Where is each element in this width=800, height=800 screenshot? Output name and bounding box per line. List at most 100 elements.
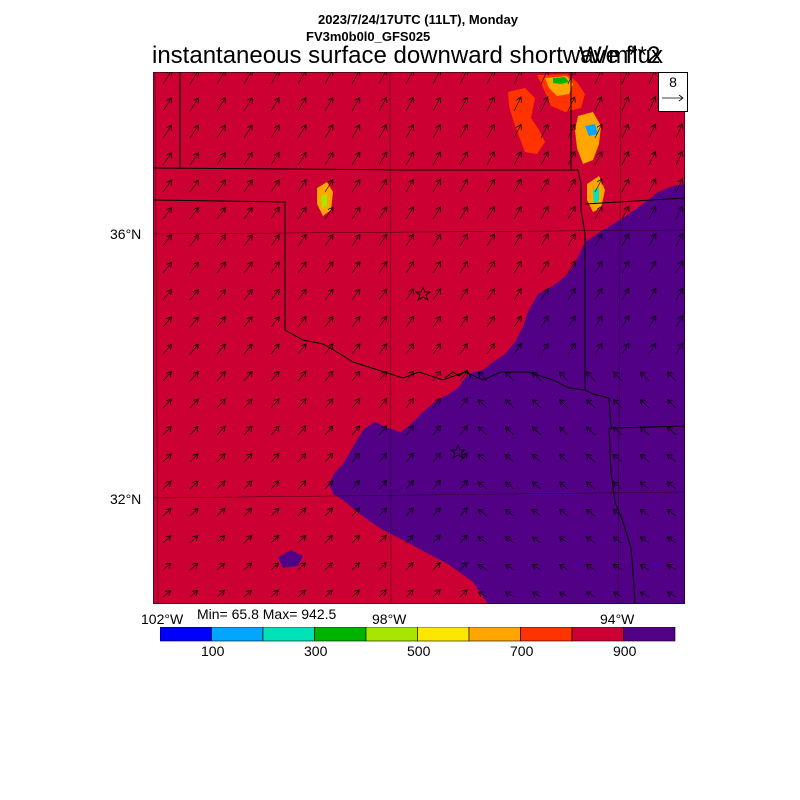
wind-arrow — [667, 564, 677, 571]
wind-arrow — [324, 317, 333, 328]
wind-arrow — [594, 206, 602, 220]
wind-arrow — [405, 371, 414, 382]
wind-arrow — [459, 535, 467, 544]
wind-arrow — [486, 152, 494, 166]
wind-arrow — [297, 453, 306, 463]
wind-arrow — [378, 262, 387, 274]
wind-arrow — [243, 372, 252, 382]
cloud-patch-5-core — [321, 194, 327, 208]
model-name: FV3m0b0l0_GFS025 — [306, 29, 431, 44]
wind-arrow — [621, 343, 629, 355]
wind-arrow — [432, 262, 441, 274]
wind-arrow — [270, 399, 279, 409]
wind-arrow — [478, 564, 488, 571]
colorbar-swatch — [571, 627, 624, 642]
wind-arrow — [540, 343, 548, 355]
wind-arrow — [243, 563, 252, 571]
wind-arrow — [162, 125, 172, 139]
wind-arrow — [270, 508, 279, 517]
wind-arrow — [613, 399, 623, 409]
wind-arrow — [640, 537, 650, 544]
colorbar — [160, 627, 676, 642]
cloud-patch-4-core — [593, 188, 599, 204]
wind-arrow — [324, 481, 333, 490]
wind-arrow — [243, 235, 252, 247]
wind-arrow — [243, 344, 252, 355]
wind-arrow — [540, 152, 548, 166]
wind-arrow — [432, 97, 440, 112]
wind-arrow — [243, 399, 252, 409]
wind-arrow — [432, 234, 441, 247]
wind-arrow — [675, 179, 683, 193]
wind-arrow — [594, 97, 602, 112]
wind-arrow — [189, 399, 198, 409]
wind-arrow — [675, 234, 683, 247]
wind-arrow — [189, 235, 199, 247]
wind-vectors — [162, 72, 683, 598]
wind-arrow — [667, 427, 677, 436]
wind-arrow — [216, 426, 225, 436]
wind-arrow — [613, 482, 623, 490]
wind-arrow — [162, 153, 172, 166]
wind-arrow — [351, 453, 360, 463]
wind-arrow — [505, 564, 515, 571]
wind-arrow — [478, 399, 488, 409]
wind-arrow — [432, 371, 441, 382]
wind-arrow — [405, 426, 414, 436]
wind-arrow — [478, 482, 488, 490]
wind-arrow — [405, 344, 414, 355]
wind-arrow — [567, 343, 575, 355]
wind-arrow — [567, 152, 575, 166]
wind-arrow — [586, 564, 596, 571]
wind-arrow — [621, 289, 629, 301]
wind-arrow — [270, 153, 279, 166]
wind-arrow — [532, 537, 542, 544]
cloud-patch-3-core — [585, 124, 598, 136]
wind-arrow — [648, 206, 656, 220]
wind-arrow — [189, 481, 198, 490]
wind-arrow — [243, 125, 252, 139]
colorbar-tick-label: 700 — [510, 643, 534, 659]
wind-arrow — [162, 536, 171, 544]
wind-arrow — [567, 97, 575, 112]
wind-arrow — [559, 592, 569, 598]
wind-arrow — [351, 399, 360, 409]
wind-arrow — [640, 372, 650, 382]
wind-arrow — [216, 481, 225, 490]
wind-arrow — [459, 590, 467, 598]
wind-arrow — [162, 399, 171, 409]
colorbar-tick-label: 300 — [304, 643, 328, 659]
wind-arrow — [324, 235, 333, 247]
wind-arrow — [648, 124, 655, 139]
wind-arrow — [297, 72, 306, 85]
wind-arrow — [486, 316, 494, 328]
wind-arrow — [216, 317, 225, 328]
wind-arrow — [675, 261, 683, 274]
wind-arrow — [405, 590, 413, 598]
wind-arrow — [640, 454, 650, 463]
wind-arrow — [505, 482, 515, 490]
wind-arrow — [486, 344, 494, 355]
wind-arrow — [405, 481, 414, 490]
wind-arrow — [513, 125, 521, 139]
wind-arrow — [351, 317, 360, 328]
wind-arrow — [378, 453, 387, 463]
cloud-patch-2-center — [553, 77, 569, 84]
wind-arrow — [405, 97, 413, 112]
wind-arrow — [432, 563, 440, 571]
wind-arrow — [297, 235, 306, 247]
wind-arrow — [432, 207, 441, 220]
wind-arrow — [216, 399, 225, 409]
wind-arrow — [351, 590, 359, 598]
wind-arrow — [162, 372, 171, 382]
wind-arrow — [459, 562, 467, 571]
wind-arrow — [459, 207, 467, 220]
colorbar-swatch — [520, 627, 573, 642]
wind-arrow — [559, 372, 569, 382]
wind-arrow — [297, 289, 306, 301]
wind-arrow — [567, 289, 575, 301]
wind-arrow — [378, 481, 387, 490]
wind-arrow — [270, 207, 279, 220]
wind-arrow — [621, 152, 629, 166]
wind-arrow — [486, 207, 494, 220]
